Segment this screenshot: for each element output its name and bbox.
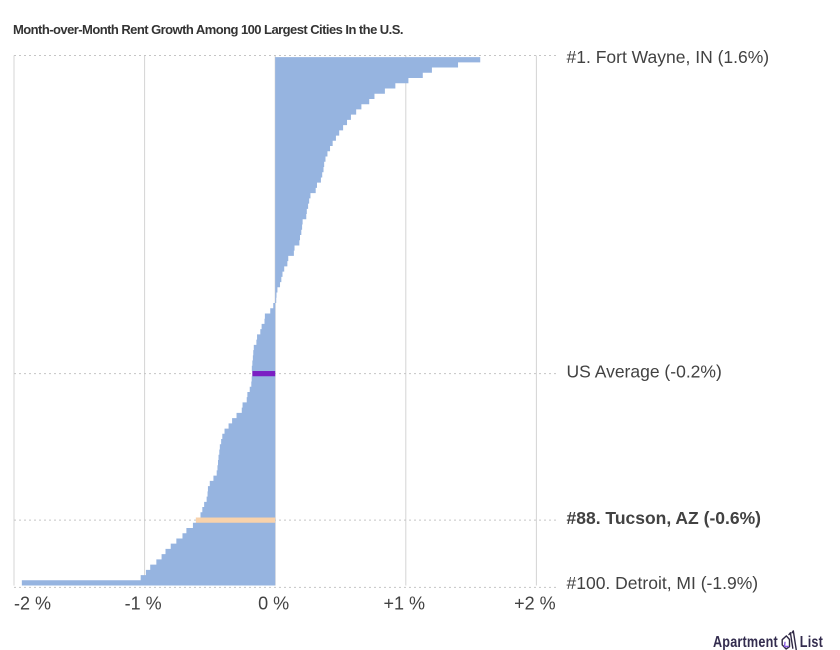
svg-text:-2 %: -2 % — [14, 594, 51, 614]
svg-text:Apartment: Apartment — [713, 634, 778, 650]
svg-text:#88. Tucson, AZ (-0.6%): #88. Tucson, AZ (-0.6%) — [567, 508, 761, 528]
svg-text:+1 %: +1 % — [384, 594, 426, 614]
svg-text:#100. Detroit, MI (-1.9%): #100. Detroit, MI (-1.9%) — [567, 573, 759, 593]
svg-text:+2 %: +2 % — [514, 594, 556, 614]
svg-text:-1 %: -1 % — [125, 594, 162, 614]
svg-text:Month-over-Month Rent Growth A: Month-over-Month Rent Growth Among 100 L… — [13, 22, 403, 37]
svg-text:#1. Fort Wayne, IN (1.6%): #1. Fort Wayne, IN (1.6%) — [567, 47, 770, 67]
svg-text:US Average (-0.2%): US Average (-0.2%) — [567, 362, 722, 382]
svg-text:List: List — [800, 634, 823, 650]
svg-text:0 %: 0 % — [258, 594, 289, 614]
